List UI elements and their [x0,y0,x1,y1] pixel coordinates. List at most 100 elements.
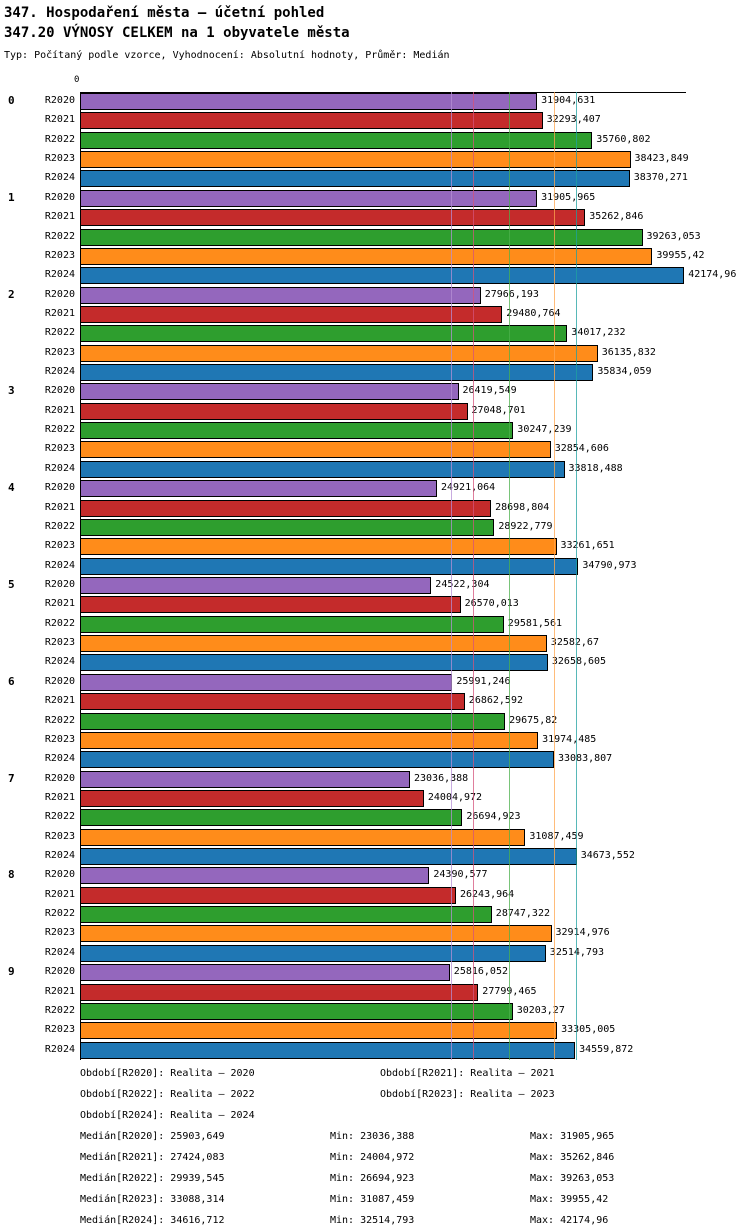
value-label: 34017,232 [571,327,626,339]
series-label: R2022 [44,327,75,339]
bar-r2021 [80,112,543,130]
value-label: 32914,976 [555,927,610,939]
series-label: R2023 [44,346,75,358]
stats-row: Medián[R2021]: 27424,083 Min: 24004,972 … [0,1148,750,1169]
chart-legend: Období[R2020]: Realita – 2020 Období[R20… [0,1064,750,1232]
min-value-r2021: Min: 24004,972 [330,1152,415,1163]
bar-r2023 [80,344,598,362]
bar-row: R2021 26243,964 [0,886,750,905]
series-label: R2021 [44,404,75,416]
value-label: 38423,849 [634,153,689,165]
bar-r2024 [80,751,554,769]
series-label: R2021 [44,598,75,610]
bar-row: R2024 33083,807 [0,750,750,769]
series-label: R2022 [44,230,75,242]
period-label-r2021: Období[R2021]: Realita – 2021 [380,1068,555,1079]
stats-row: Medián[R2023]: 33088,314 Min: 31087,459 … [0,1190,750,1211]
bar-row: R2024 32514,793 [0,944,750,963]
bar-r2023 [80,247,653,265]
bar-row: R2023 32582,67 [0,634,750,653]
bar-r2021 [80,305,503,323]
bar-r2023 [80,538,557,556]
bar-row: R2023 38423,849 [0,150,750,169]
series-label: R2020 [44,288,75,300]
bar-r2022 [80,615,504,633]
period-row: Období[R2020]: Realita – 2020 Období[R20… [0,1064,750,1085]
bar-row: R2022 28922,779 [0,518,750,537]
bar-row: R2021 35262,846 [0,208,750,227]
stats-row: Medián[R2024]: 34616,712 Min: 32514,793 … [0,1211,750,1232]
series-label: R2023 [44,1024,75,1036]
value-label: 24522,304 [435,579,490,590]
bar-row: R2023 36135,832 [0,344,750,363]
period-label-r2020: Období[R2020]: Realita – 2020 [80,1068,255,1079]
min-value-r2020: Min: 23036,388 [330,1131,415,1142]
series-label: R2020 [44,966,75,978]
bar-r2021 [80,209,586,227]
value-label: 33818,488 [568,462,623,474]
bar-r2022 [80,518,495,536]
series-label: R2021 [44,114,75,126]
bar-chart: 0 R2020 31904,631 R2021 32293,407 R2022 35760,… [0,92,750,1060]
bar-row: 2 R2020 27966,193 [0,286,750,305]
group-label: 8 [8,868,15,882]
bar-row: 9 R2020 25816,052 [0,963,750,982]
series-label: R2022 [44,520,75,532]
value-label: 29675,82 [509,714,558,726]
value-label: 30247,239 [517,424,572,436]
bar-r2021 [80,693,465,711]
value-label: 28922,779 [498,520,553,532]
group-label: 2 [8,287,15,301]
value-label: 25816,052 [453,966,508,978]
bar-r2024 [80,654,548,672]
median-value-r2021: Medián[R2021]: 27424,083 [80,1152,225,1163]
value-label: 31974,485 [542,733,597,745]
bar-row: R2021 26570,013 [0,595,750,614]
series-label: R2023 [44,153,75,165]
median-value-r2022: Medián[R2022]: 29939,545 [80,1173,225,1184]
bar-r2021 [80,499,492,517]
bar-r2022 [80,228,643,246]
bar-row: R2022 28747,322 [0,905,750,924]
series-label: R2024 [44,366,75,378]
bar-row: 6 R2020 25991,246 [0,673,750,692]
bar-r2023 [80,1022,558,1040]
value-label: 29581,561 [507,617,562,629]
period-row: Období[R2022]: Realita – 2022 Období[R20… [0,1085,750,1106]
max-value-r2023: Max: 39955,42 [530,1194,609,1205]
series-label: R2022 [44,424,75,436]
series-label: R2023 [44,443,75,455]
max-value-r2021: Max: 35262,846 [530,1152,615,1163]
value-label: 28747,322 [495,908,550,920]
value-label: 29480,764 [506,307,561,319]
value-label: 26419,549 [462,385,517,397]
series-label: R2023 [44,830,75,842]
min-value-r2022: Min: 26694,923 [330,1173,415,1184]
value-label: 35834,059 [597,366,652,378]
value-label: 35760,802 [596,133,651,145]
bar-row: R2024 34559,872 [0,1041,750,1060]
series-label: R2022 [44,714,75,726]
bar-row: 7 R2020 23036,388 [0,770,750,789]
bar-r2020 [80,673,453,691]
bar-row: R2023 39955,42 [0,247,750,266]
bar-r2020 [80,577,432,594]
value-label: 32514,793 [549,946,604,958]
value-label: 23036,388 [414,772,469,784]
bar-row: R2021 26862,592 [0,692,750,711]
bar-r2023 [80,151,631,169]
bar-row: R2024 38370,271 [0,169,750,188]
value-label: 24921,064 [441,482,496,494]
bar-row: R2024 33818,488 [0,460,750,479]
bar-r2024 [80,557,579,575]
period-label-r2022: Období[R2022]: Realita – 2022 [80,1089,255,1100]
value-label: 26243,964 [460,888,515,900]
x-axis-line [80,92,686,93]
period-row: Období[R2024]: Realita – 2024 [0,1106,750,1127]
max-value-r2022: Max: 39263,053 [530,1173,615,1184]
value-label: 27048,701 [471,404,526,416]
value-label: 27966,193 [484,288,539,300]
bar-r2021 [80,886,456,904]
stats-row: Medián[R2022]: 29939,545 Min: 26694,923 … [0,1169,750,1190]
value-label: 26694,923 [466,811,521,823]
